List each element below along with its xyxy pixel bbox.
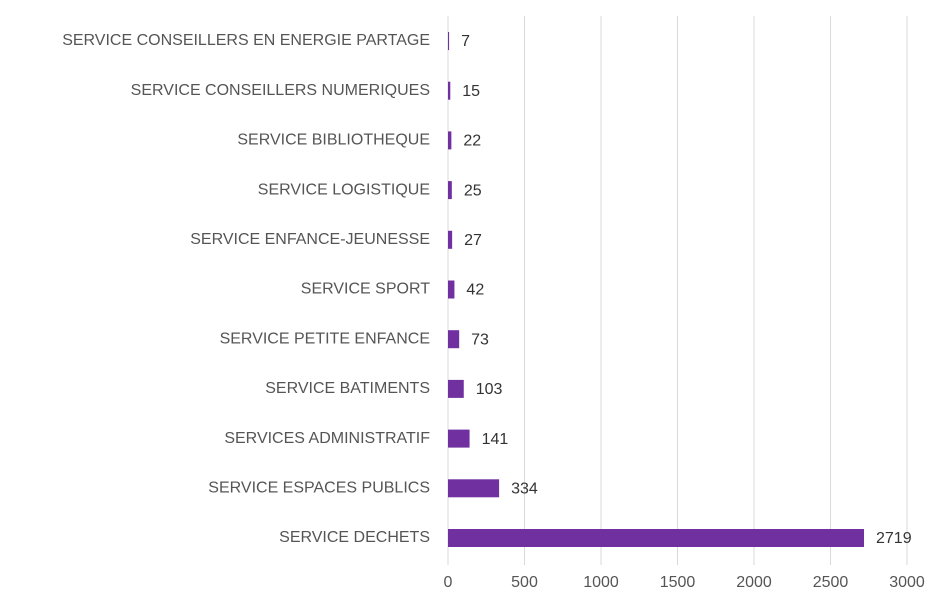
y-tick-label: SERVICE SPORT: [301, 281, 430, 298]
y-tick-label: SERVICES ADMINISTRATIF: [224, 430, 430, 447]
bar: [448, 230, 453, 249]
bar: [448, 330, 460, 349]
x-tick-label: 500: [511, 574, 538, 591]
y-tick-label: SERVICE BATIMENTS: [265, 380, 430, 397]
y-tick-label: SERVICE LOGISTIQUE: [258, 181, 430, 198]
x-tick-label: 2000: [736, 574, 772, 591]
x-tick-label: 1000: [583, 574, 619, 591]
data-label: 27: [464, 232, 482, 249]
bar: [448, 181, 452, 200]
y-tick-label: SERVICE ENFANCE-JEUNESSE: [190, 231, 430, 248]
y-tick-label: SERVICE ESPACES PUBLICS: [208, 480, 430, 497]
y-tick-label: SERVICE DECHETS: [279, 529, 430, 546]
data-label: 22: [463, 133, 481, 150]
bar: [448, 131, 452, 150]
x-tick-label: 3000: [889, 574, 925, 591]
data-label: 7: [461, 33, 470, 50]
bar: [448, 379, 464, 398]
bar: [448, 280, 455, 299]
data-label: 73: [471, 331, 489, 348]
bar: [448, 32, 450, 50]
data-label: 15: [462, 83, 480, 100]
bar: [448, 429, 470, 448]
y-tick-label: SERVICE PETITE ENFANCE: [220, 330, 430, 347]
data-label: 2719: [876, 530, 912, 547]
data-label: 25: [464, 182, 482, 199]
bar: [448, 81, 451, 100]
y-tick-label: SERVICE BIBLIOTHEQUE: [237, 132, 430, 149]
bar: [448, 529, 865, 547]
data-label: 103: [476, 381, 503, 398]
bar: [448, 479, 500, 498]
y-tick-label: SERVICE CONSEILLERS NUMERIQUES: [131, 82, 430, 99]
x-tick-label: 1500: [660, 574, 696, 591]
y-tick-label: SERVICE CONSEILLERS EN ENERGIE PARTAGE: [62, 32, 430, 49]
data-label: 141: [482, 431, 509, 448]
data-label: 42: [466, 282, 484, 299]
data-label: 334: [511, 481, 538, 498]
x-tick-label: 2500: [813, 574, 849, 591]
x-tick-label: 0: [444, 574, 453, 591]
